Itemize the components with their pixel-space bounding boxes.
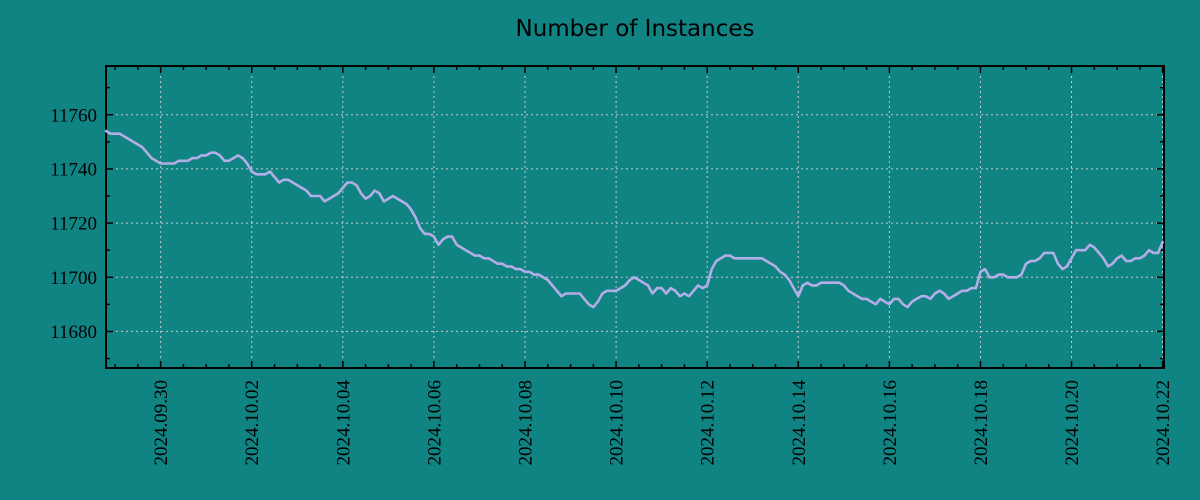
x-tick-label: 2024.10.22: [1153, 380, 1174, 466]
chart-title: Number of Instances: [515, 16, 755, 42]
x-tick-label: 2024.10.16: [880, 380, 901, 466]
x-tick-label: 2024.10.06: [424, 380, 445, 466]
x-tick-label: 2024.10.02: [242, 380, 263, 466]
y-tick-label: 11760: [50, 105, 97, 126]
x-tick-label: 2024.10.08: [516, 380, 537, 466]
x-tick-label: 2024.10.10: [607, 380, 628, 466]
y-tick-label: 11720: [50, 214, 97, 235]
x-tick-label: 2024.10.04: [333, 380, 354, 466]
series-line: [104, 129, 1164, 309]
y-tick-label: 11740: [50, 159, 97, 180]
x-tick-label: 2024.10.12: [698, 380, 719, 466]
x-tick-label: 2024.09.30: [151, 380, 172, 466]
y-tick-label: 11700: [50, 268, 97, 289]
x-tick-label: 2024.10.14: [789, 380, 810, 466]
x-tick-label: 2024.10.18: [971, 380, 992, 466]
y-tick-label: 11680: [50, 322, 97, 343]
plot-border: [105, 65, 1165, 369]
x-tick-label: 2024.10.20: [1062, 380, 1083, 466]
